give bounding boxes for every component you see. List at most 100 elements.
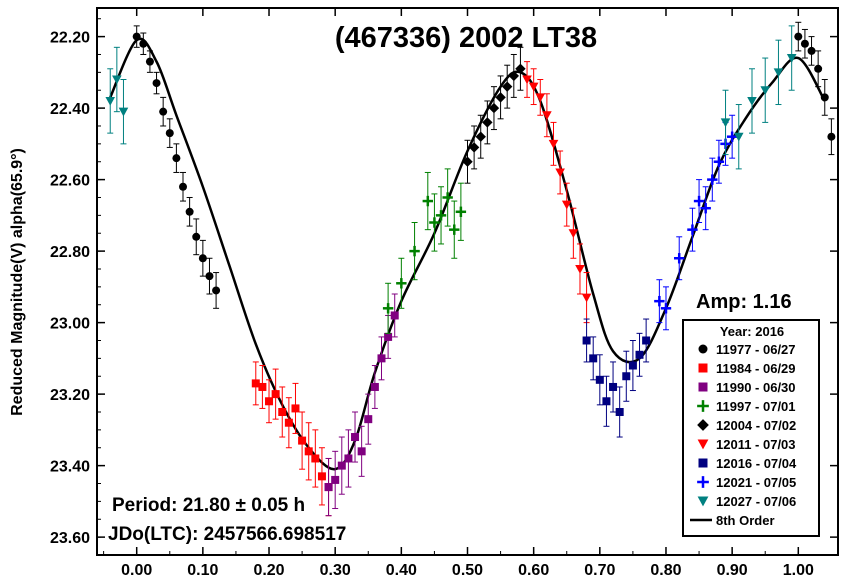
- data-point: [251, 379, 260, 388]
- legend-marker: [698, 458, 708, 468]
- data-point: [700, 203, 711, 214]
- legend-marker: [697, 496, 709, 507]
- x-tick-label: 0.90: [717, 562, 748, 579]
- data-point: [561, 200, 572, 210]
- x-tick-label: 0.30: [320, 562, 351, 579]
- data-point: [205, 272, 214, 281]
- legend-label: 11990 - 06/30: [716, 380, 796, 395]
- x-tick-label: 0.50: [452, 562, 483, 579]
- data-point: [331, 475, 340, 484]
- data-point: [390, 311, 399, 320]
- data-point: [635, 350, 644, 359]
- data-point: [442, 192, 453, 203]
- data-point: [814, 64, 823, 73]
- legend-label: 12011 - 07/03: [716, 437, 796, 452]
- legend-label: 11977 - 06/27: [716, 342, 796, 357]
- data-point: [548, 139, 559, 149]
- x-tick-label: 0.40: [386, 562, 417, 579]
- legend-fit-label: 8th Order: [716, 513, 775, 528]
- data-point: [165, 129, 174, 138]
- data-point: [582, 336, 591, 345]
- data-point: [145, 57, 154, 66]
- data-point: [687, 224, 698, 235]
- data-point: [575, 264, 585, 274]
- legend-label: 11997 - 07/01: [716, 399, 796, 414]
- data-point: [693, 195, 705, 207]
- data-point: [475, 131, 486, 142]
- legend-marker: [697, 439, 709, 450]
- data-point: [800, 39, 809, 48]
- data-point: [429, 217, 440, 228]
- epoch-label: JDo(LTC): 2457566.698517: [108, 524, 346, 545]
- data-point: [720, 118, 731, 128]
- data-point: [298, 436, 307, 445]
- data-point: [482, 117, 493, 128]
- legend-title: Year: 2016: [720, 324, 784, 339]
- data-point: [422, 195, 434, 207]
- period-label: Period: 21.80 ± 0.05 h: [112, 495, 305, 516]
- data-point: [495, 92, 506, 103]
- data-point: [542, 111, 552, 121]
- data-point: [609, 382, 618, 391]
- data-point: [291, 404, 300, 413]
- data-point: [595, 375, 604, 384]
- data-point: [351, 433, 360, 442]
- data-point: [192, 232, 201, 241]
- data-point: [265, 397, 274, 406]
- legend-items: 11977 - 06/27 11984 - 06/29 11990 - 06/30 1…: [690, 342, 797, 528]
- data-point: [674, 253, 685, 264]
- series-11997-07-01: [382, 168, 467, 334]
- data-point: [455, 206, 467, 217]
- data-point: [726, 131, 738, 142]
- legend-marker: [698, 344, 708, 354]
- series-11990-06-30: [324, 293, 399, 517]
- data-point: [760, 86, 771, 96]
- x-tick-label: 0.80: [650, 562, 681, 579]
- data-point: [172, 154, 181, 163]
- data-point: [615, 407, 624, 416]
- data-point: [364, 415, 373, 424]
- series-12016-07-04: [582, 318, 651, 438]
- legend-label: 12004 - 07/02: [716, 418, 796, 433]
- series-11977-06-27: [132, 25, 221, 309]
- y-tick-label: 23.40: [50, 459, 90, 476]
- data-point: [396, 278, 407, 289]
- data-point: [370, 382, 379, 391]
- legend-marker: [698, 382, 708, 392]
- data-point: [501, 81, 513, 92]
- data-point: [733, 132, 744, 142]
- data-point: [568, 229, 579, 239]
- data-point: [317, 472, 326, 481]
- legend-marker: [697, 419, 709, 431]
- legend-label: 12016 - 07/04: [716, 456, 797, 471]
- data-point: [794, 32, 803, 41]
- legend-marker: [697, 400, 709, 412]
- x-tick-label: 0.60: [518, 562, 549, 579]
- data-point: [622, 372, 631, 381]
- data-point: [311, 454, 320, 463]
- legend-label: 12027 - 07/06: [716, 494, 796, 509]
- data-point: [132, 32, 141, 41]
- x-tick-label: 0.70: [584, 562, 615, 579]
- series-12011-07-03: [522, 61, 592, 324]
- data-point: [508, 70, 520, 82]
- data-point: [271, 390, 280, 399]
- data-point: [324, 483, 333, 492]
- data-point: [382, 303, 394, 314]
- data-point: [786, 54, 797, 63]
- y-tick-label: 23.00: [50, 316, 90, 333]
- y-tick-label: 23.20: [50, 387, 90, 404]
- data-point: [468, 142, 480, 153]
- data-point: [773, 68, 784, 78]
- data-point: [159, 107, 168, 116]
- legend-label: 12021 - 07/05: [716, 475, 796, 490]
- data-point: [357, 447, 366, 456]
- data-point: [344, 454, 353, 463]
- data-point: [449, 224, 460, 235]
- y-axis-label-group: Reduced Magnitude(V) alpha(65.9°): [9, 148, 26, 416]
- y-tick-label: 22.40: [50, 101, 90, 118]
- y-tick-label: 22.80: [50, 244, 90, 261]
- y-axis-label: Reduced Magnitude(V) alpha(65.9°): [9, 148, 26, 416]
- series-12021-07-05: [654, 114, 738, 331]
